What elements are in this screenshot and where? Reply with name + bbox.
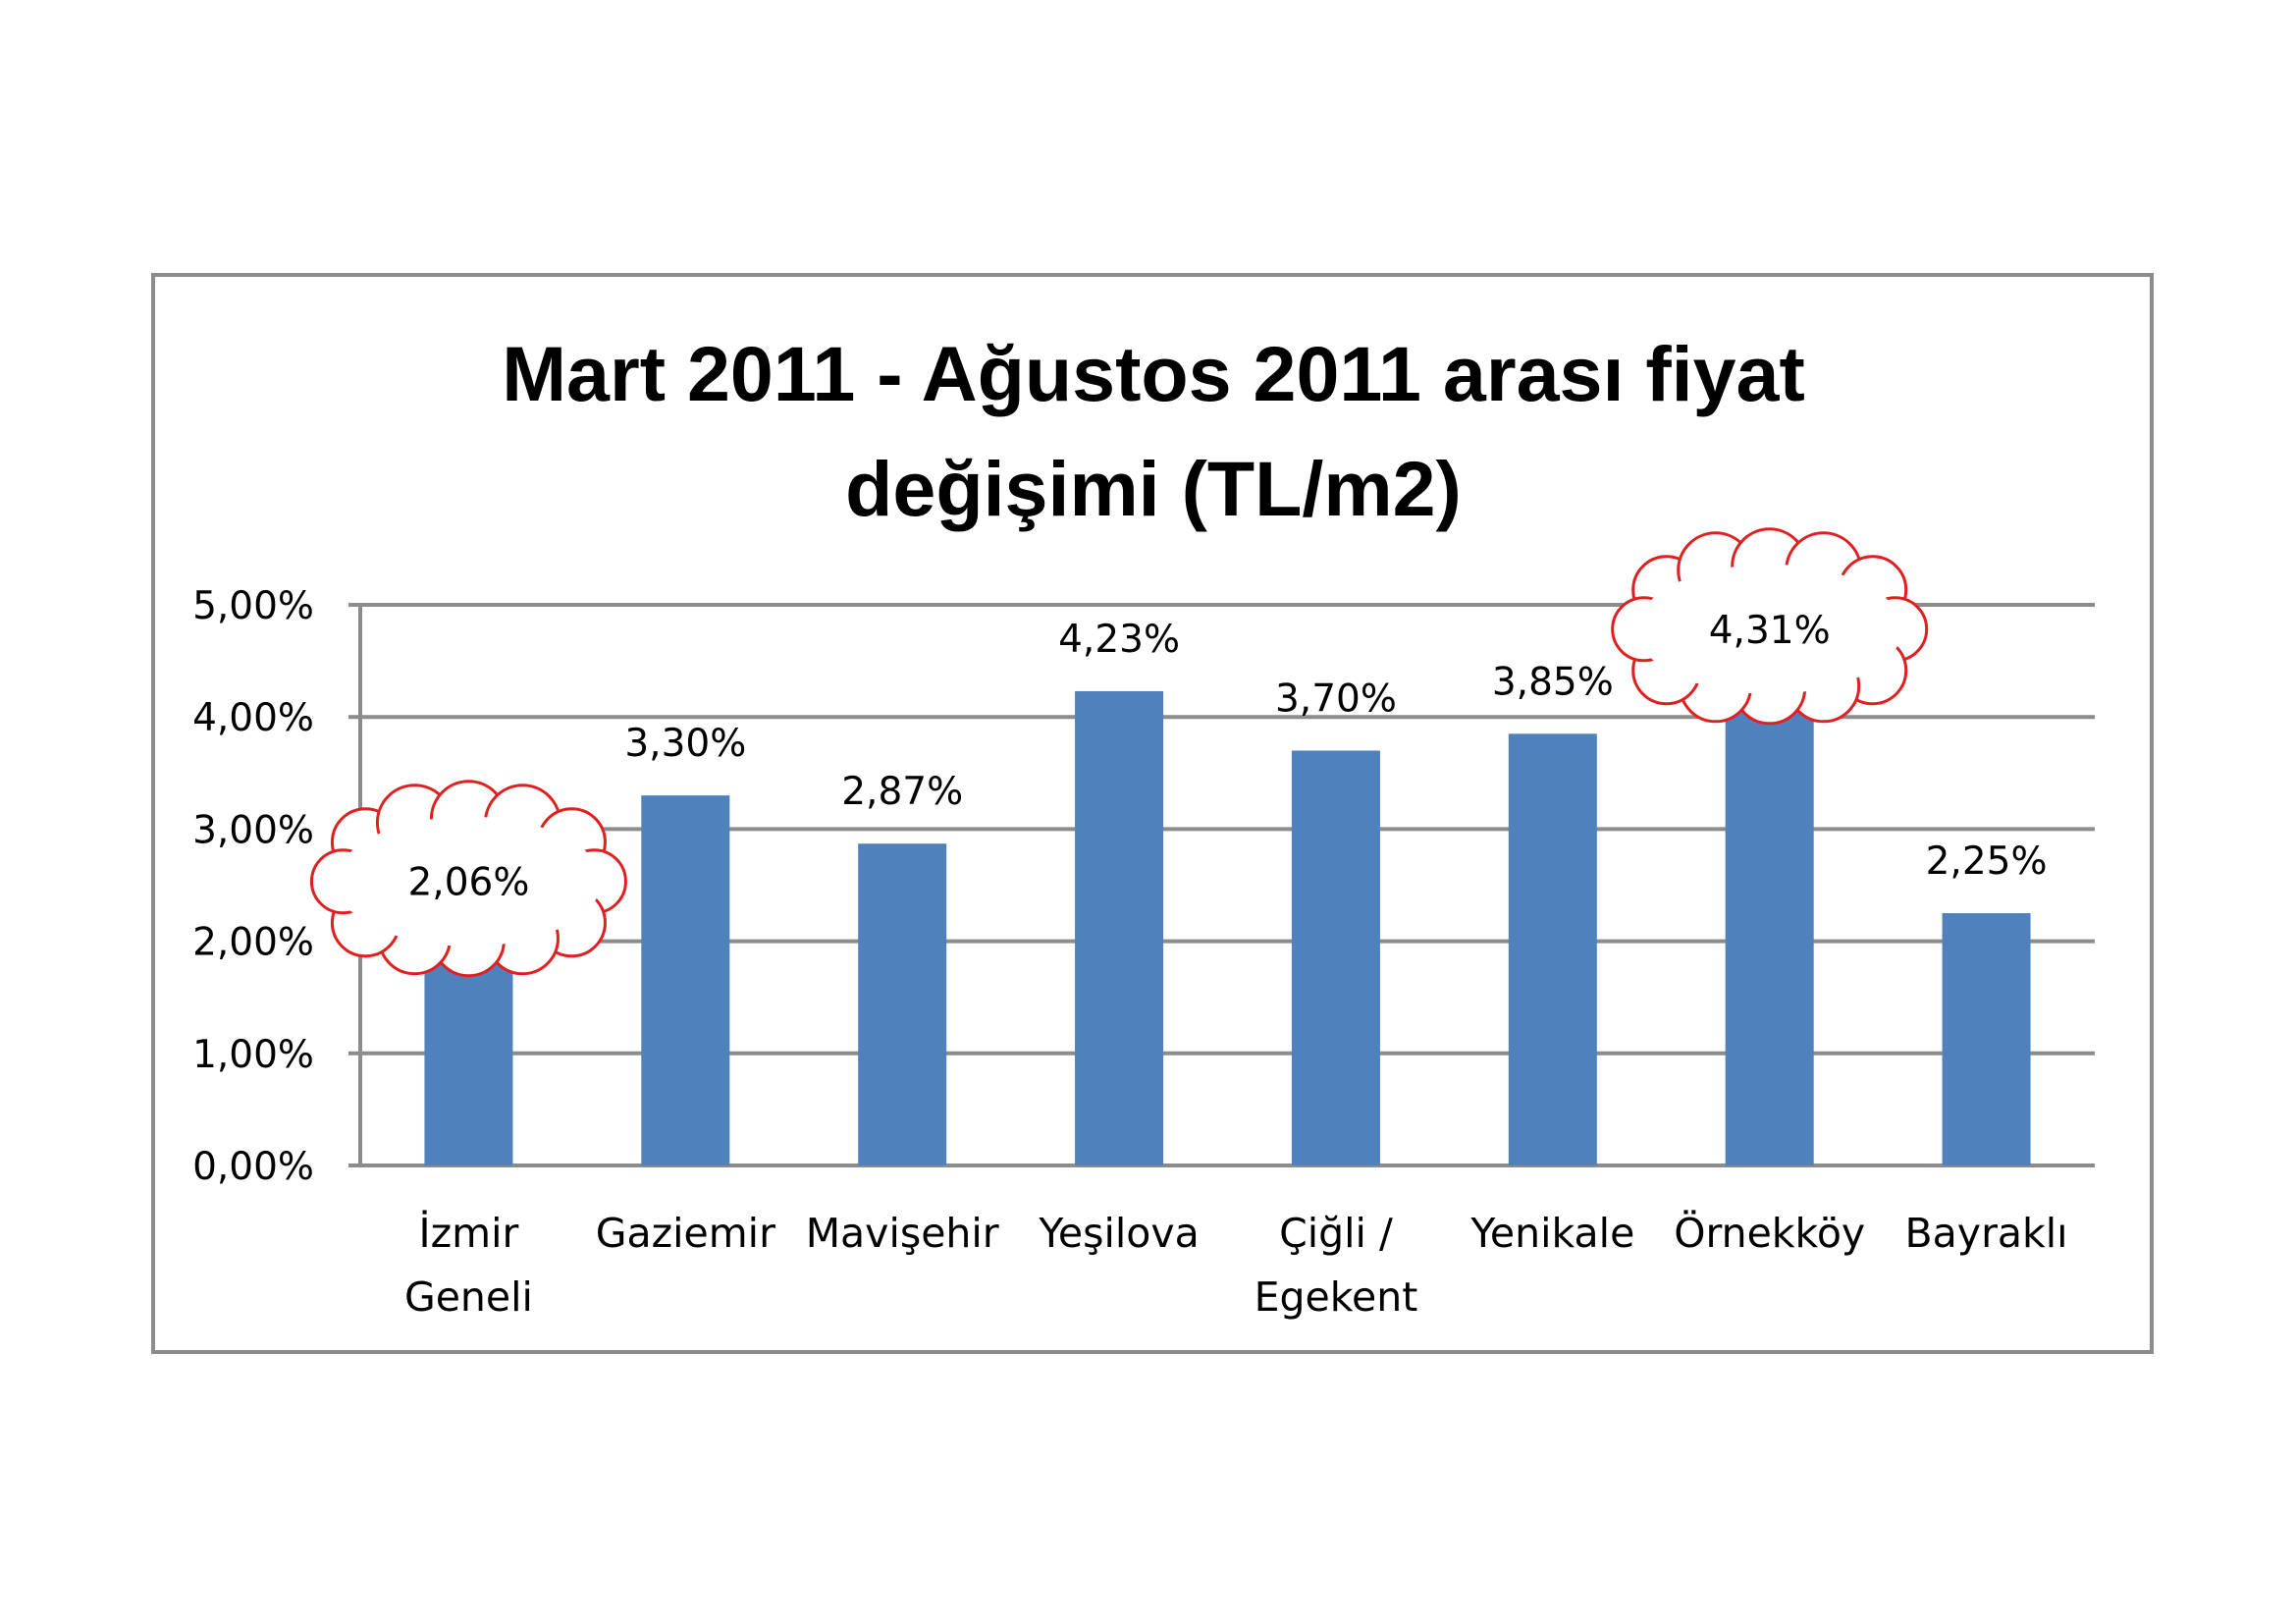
y-tick-label: 3,00% — [192, 808, 314, 852]
y-tick-label: 5,00% — [192, 584, 314, 628]
category-label: İzmir — [419, 1210, 519, 1257]
x-axis-categories: İzmir Geneli Gaziemir Mavişehir Yeşilova Çiğl… — [404, 1210, 2068, 1321]
bar — [1508, 733, 1597, 1165]
highlight-clouds: 2,06% 4,31% — [309, 527, 1929, 978]
y-tick-label: 4,00% — [192, 696, 314, 740]
bar — [1291, 750, 1380, 1165]
highlight-cloud: 2,06% — [309, 780, 627, 978]
category-label: Bayraklı — [1905, 1210, 2068, 1257]
data-label: 2,87% — [841, 770, 963, 814]
category-label: Çiğli / — [1279, 1210, 1393, 1257]
category-label: Geneli — [404, 1273, 533, 1321]
bar — [1725, 681, 1814, 1165]
data-label: 3,30% — [624, 722, 746, 766]
data-label-highlighted: 2,06% — [407, 861, 529, 905]
category-label: Gaziemir — [596, 1210, 775, 1257]
chart-title-line-1: Mart 2011 - Ağustos 2011 arası fiyat — [502, 330, 1805, 417]
cloud-body — [1636, 564, 1902, 694]
data-label: 4,23% — [1058, 618, 1180, 662]
category-label: Yenikale — [1469, 1210, 1634, 1257]
chart-title-line-2: değişimi (TL/m2) — [845, 445, 1462, 532]
y-tick-label: 0,00% — [192, 1145, 314, 1189]
highlight-cloud: 4,31% — [1611, 527, 1929, 726]
category-label: Mavişehir — [806, 1210, 999, 1257]
cloud-body — [336, 816, 602, 947]
bars — [424, 681, 2031, 1165]
data-label: 3,85% — [1492, 660, 1614, 704]
bar — [1942, 913, 2031, 1165]
data-label: 3,70% — [1275, 677, 1397, 721]
bar — [858, 843, 947, 1165]
bar — [641, 795, 730, 1165]
category-label: Örnekköy — [1674, 1210, 1865, 1257]
category-label: Yeşilova — [1038, 1210, 1199, 1257]
bar — [1075, 690, 1164, 1165]
category-label: Egekent — [1255, 1273, 1418, 1321]
y-tick-label: 1,00% — [192, 1033, 314, 1077]
data-label-highlighted: 4,31% — [1709, 609, 1831, 653]
data-label: 2,25% — [1926, 839, 2048, 884]
y-tick-label: 2,00% — [192, 921, 314, 965]
